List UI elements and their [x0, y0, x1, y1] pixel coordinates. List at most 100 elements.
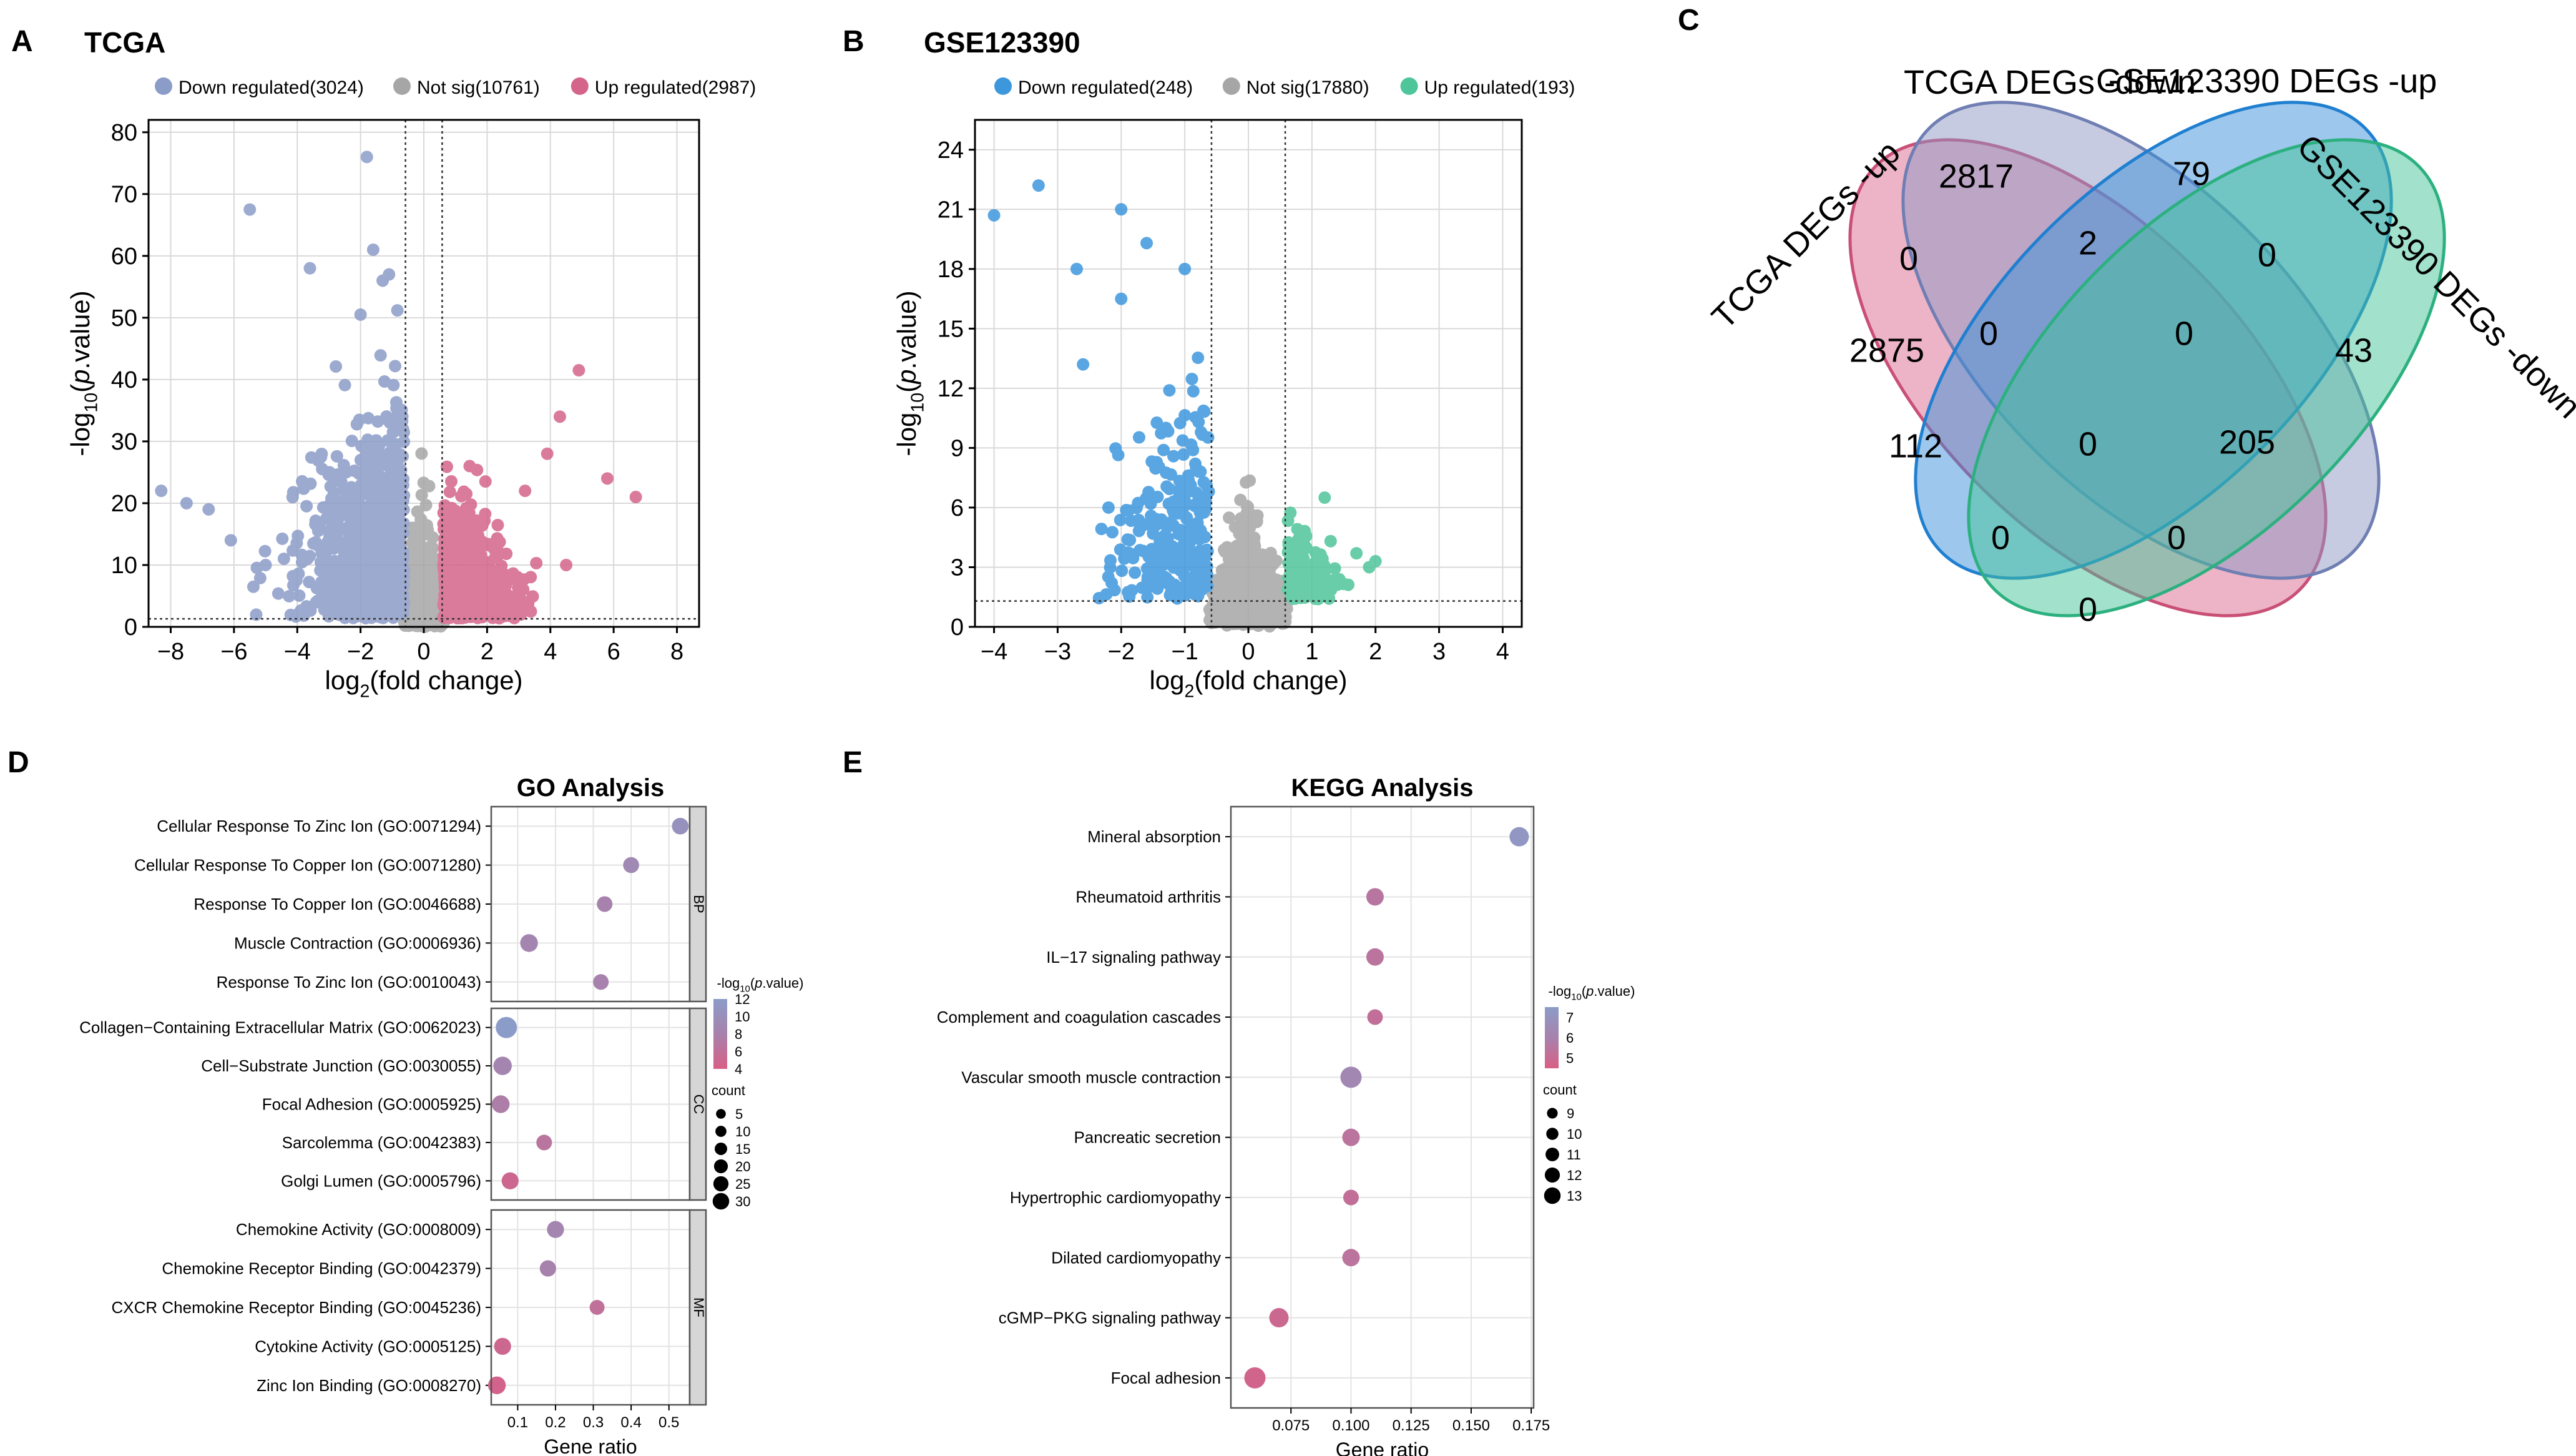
axis-label-part: log — [325, 666, 360, 695]
point-down-regulated — [316, 463, 329, 476]
size-legend-dot — [715, 1143, 727, 1155]
point-down-regulated — [1199, 489, 1212, 503]
x-axis-label: log2(fold change) — [1149, 666, 1347, 702]
x-tick-label: −2 — [1108, 639, 1135, 665]
axis-label-subscript: 2 — [360, 682, 370, 702]
point-up-regulated — [443, 547, 456, 560]
x-tick-label: −6 — [220, 639, 247, 665]
point-down-regulated — [283, 589, 296, 603]
point-down-regulated — [1032, 179, 1045, 192]
y-tick-label: 6 — [951, 495, 964, 521]
point-down-regulated — [1150, 416, 1163, 430]
term-label: Chemokine Activity (GO:0008009) — [236, 1220, 481, 1239]
point-down-regulated — [325, 492, 338, 505]
term-label: Dilated cardiomyopathy — [1051, 1248, 1221, 1267]
y-axis-label: -log10(p.value) — [892, 290, 928, 456]
y-tick-label: 21 — [938, 197, 964, 223]
axis-label-part: ( — [66, 384, 95, 393]
point-not-sig — [419, 567, 433, 580]
point-down-regulated — [315, 447, 328, 460]
term-label: Zinc Ion Binding (GO:0008270) — [257, 1376, 481, 1395]
point-down-regulated — [327, 542, 340, 555]
term-label: cGMP−PKG signaling pathway — [999, 1309, 1221, 1327]
chart-title: KEGG Analysis — [1291, 774, 1474, 802]
legend-entry: Up regulated(2987) — [595, 77, 757, 98]
point-down-regulated — [330, 450, 343, 463]
point-down-regulated — [388, 425, 401, 438]
axis-label-part: -log — [717, 975, 740, 991]
point-not-sig — [1207, 615, 1220, 628]
y-tick-label: 9 — [951, 435, 964, 461]
x-tick-label: 0 — [1241, 639, 1255, 665]
color-legend-title: -log10(p.value) — [717, 975, 804, 995]
point-down-regulated — [381, 480, 394, 493]
size-legend-label: 5 — [735, 1106, 743, 1122]
point-down-regulated — [1105, 576, 1119, 589]
legend-marker — [393, 77, 411, 95]
point-up-regulated — [1315, 576, 1328, 589]
point-down-regulated — [370, 582, 383, 595]
term-dot — [1269, 1308, 1289, 1328]
point-down-regulated — [350, 486, 363, 499]
point-down-regulated — [1164, 586, 1177, 599]
point-up-regulated — [1286, 559, 1299, 573]
point-down-regulated — [371, 591, 384, 604]
x-tick-label: −8 — [157, 639, 184, 665]
point-not-sig — [1234, 493, 1247, 506]
size-legend-title: count — [1543, 1082, 1577, 1098]
point-not-sig — [1220, 604, 1233, 617]
point-not-sig — [1246, 588, 1259, 601]
term-label: Cellular Response To Copper Ion (GO:0071… — [134, 856, 481, 875]
size-legend-label: 12 — [1567, 1168, 1582, 1183]
point-not-sig — [407, 546, 420, 559]
point-down-regulated — [1137, 544, 1150, 558]
point-up-regulated — [1298, 591, 1311, 604]
term-dot — [1244, 1367, 1266, 1389]
point-down-regulated — [1189, 568, 1202, 581]
point-up-regulated — [468, 530, 481, 543]
term-label: Hypertrophic cardiomyopathy — [1010, 1188, 1221, 1207]
y-tick-label: 50 — [111, 305, 137, 332]
point-not-sig — [1223, 511, 1236, 524]
point-down-regulated — [338, 590, 351, 603]
point-down-regulated — [284, 608, 297, 621]
point-up-regulated — [1324, 534, 1337, 548]
point-down-regulated — [315, 586, 328, 599]
color-legend-title: -log10(p.value) — [1549, 983, 1635, 1003]
x-tick-label: 2 — [1369, 639, 1382, 665]
term-dot — [1340, 1066, 1362, 1088]
y-axis-label: -log10(p.value) — [66, 290, 102, 456]
point-up-regulated — [629, 491, 642, 504]
point-down-regulated — [359, 595, 372, 608]
point-up-regulated — [519, 485, 532, 498]
point-down-regulated — [381, 414, 394, 427]
venn-region-count: 0 — [2079, 591, 2097, 628]
axis-label-part: -log — [66, 413, 95, 456]
point-up-regulated — [477, 583, 491, 596]
point-up-regulated — [572, 364, 585, 377]
point-up-regulated — [481, 538, 494, 551]
data-points — [987, 179, 1382, 633]
x-tick-label: 1 — [1305, 639, 1318, 665]
point-down-regulated — [293, 589, 306, 602]
x-tick-label: −2 — [347, 639, 374, 665]
point-up-regulated — [1297, 553, 1310, 566]
size-legend-label: 25 — [735, 1176, 750, 1192]
point-down-regulated — [259, 558, 272, 571]
y-tick-label: 60 — [111, 243, 137, 270]
point-down-regulated — [1176, 434, 1189, 447]
venn-region-count: 43 — [2335, 332, 2373, 369]
venn-region-count: 0 — [1979, 315, 1998, 352]
size-legend-dot — [1544, 1187, 1561, 1204]
point-down-regulated — [360, 554, 373, 567]
point-down-regulated — [1198, 405, 1211, 418]
point-down-regulated — [334, 499, 347, 513]
size-legend-label: 13 — [1567, 1188, 1582, 1204]
term-label: Pancreatic secretion — [1074, 1128, 1221, 1147]
point-up-regulated — [553, 410, 566, 423]
point-down-regulated — [1165, 516, 1178, 529]
point-up-regulated — [464, 498, 477, 511]
x-tick-label: −1 — [1171, 639, 1198, 665]
term-label: Focal Adhesion (GO:0005925) — [262, 1095, 481, 1114]
